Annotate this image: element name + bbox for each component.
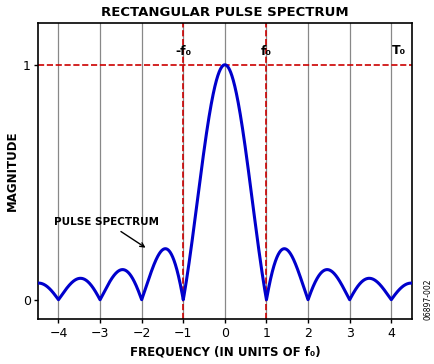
Text: f₀: f₀ xyxy=(260,45,271,58)
Y-axis label: MAGNITUDE: MAGNITUDE xyxy=(6,130,19,211)
Text: -f₀: -f₀ xyxy=(175,45,191,58)
X-axis label: FREQUENCY (IN UNITS OF f₀): FREQUENCY (IN UNITS OF f₀) xyxy=(129,345,319,359)
Text: T₀: T₀ xyxy=(391,44,405,56)
Text: PULSE SPECTRUM: PULSE SPECTRUM xyxy=(54,217,159,247)
Text: 06897-002: 06897-002 xyxy=(423,279,432,320)
Title: RECTANGULAR PULSE SPECTRUM: RECTANGULAR PULSE SPECTRUM xyxy=(101,5,348,19)
